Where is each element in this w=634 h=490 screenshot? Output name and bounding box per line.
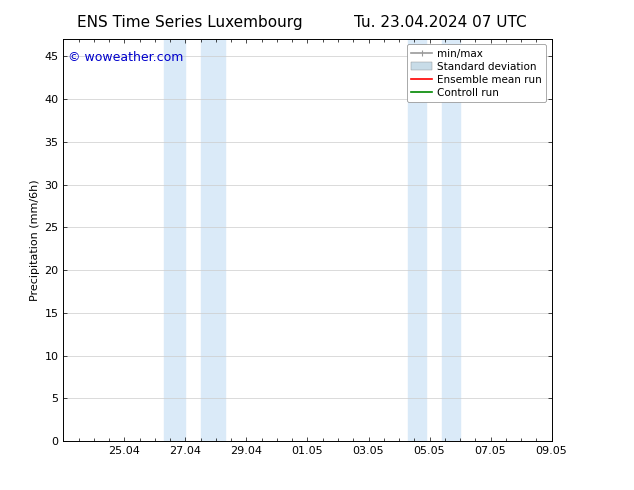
Y-axis label: Precipitation (mm/6h): Precipitation (mm/6h) [30,179,40,301]
Text: Tu. 23.04.2024 07 UTC: Tu. 23.04.2024 07 UTC [354,15,527,30]
Text: ENS Time Series Luxembourg: ENS Time Series Luxembourg [77,15,303,30]
Bar [408,39,427,441]
Bar [164,39,186,441]
Text: © woweather.com: © woweather.com [68,51,184,64]
Legend: min/max, Standard deviation, Ensemble mean run, Controll run: min/max, Standard deviation, Ensemble me… [407,45,547,102]
Bar [442,39,460,441]
Bar [201,39,225,441]
